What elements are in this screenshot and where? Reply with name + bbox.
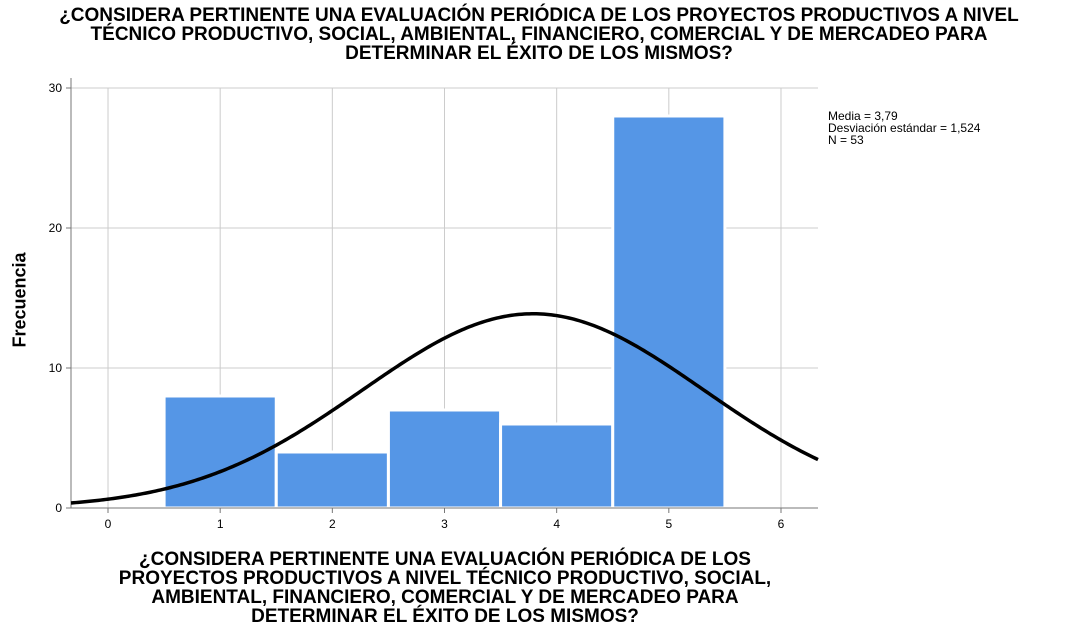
y-tick-label: 30 [49, 81, 63, 95]
histogram-bar [611, 114, 727, 510]
x-axis-label-line: AMBIENTAL, FINANCIERO, COMERCIAL Y DE ME… [151, 587, 739, 608]
x-tick-label: 1 [217, 517, 224, 531]
x-axis-label: ¿CONSIDERA PERTINENTE UNA EVALUACIÓN PER… [60, 550, 830, 626]
histogram-bar [499, 422, 615, 510]
stat-mean: Media = 3,79 [828, 109, 898, 123]
stats-box: Media = 3,79 Desviación estándar = 1,524… [828, 110, 980, 146]
y-tick-label: 0 [55, 501, 62, 515]
x-tick-label: 3 [441, 517, 448, 531]
histogram-bar [386, 408, 503, 510]
chart-title-line: ¿CONSIDERA PERTINENTE UNA EVALUACIÓN PER… [59, 5, 1019, 26]
x-tick-label: 4 [553, 517, 560, 531]
histogram-bar [162, 394, 278, 510]
y-tick-label: 20 [49, 221, 63, 235]
y-tick-label: 10 [49, 361, 63, 375]
chart-title-line: TÉCNICO PRODUCTIVO, SOCIAL, AMBIENTAL, F… [90, 24, 988, 45]
x-axis-label-line: DETERMINAR EL ÉXITO DE LOS MISMOS? [251, 606, 639, 627]
x-axis-label-line: ¿CONSIDERA PERTINENTE UNA EVALUACIÓN PER… [139, 549, 751, 570]
chart-title: ¿CONSIDERA PERTINENTE UNA EVALUACIÓN PER… [0, 6, 1078, 63]
x-axis-label-line: PROYECTOS PRODUCTIVOS A NIVEL TÉCNICO PR… [118, 568, 772, 589]
chart-title-line: DETERMINAR EL ÉXITO DE LOS MISMOS? [345, 43, 733, 64]
histogram-bar [274, 450, 390, 510]
stat-sd: Desviación estándar = 1,524 [828, 121, 981, 135]
x-tick-label: 0 [105, 517, 112, 531]
stat-n: N = 53 [828, 133, 864, 147]
x-tick-label: 5 [665, 517, 672, 531]
x-tick-label: 2 [329, 517, 336, 531]
normal-curve-line [70, 312, 819, 505]
x-tick-label: 6 [778, 517, 785, 531]
